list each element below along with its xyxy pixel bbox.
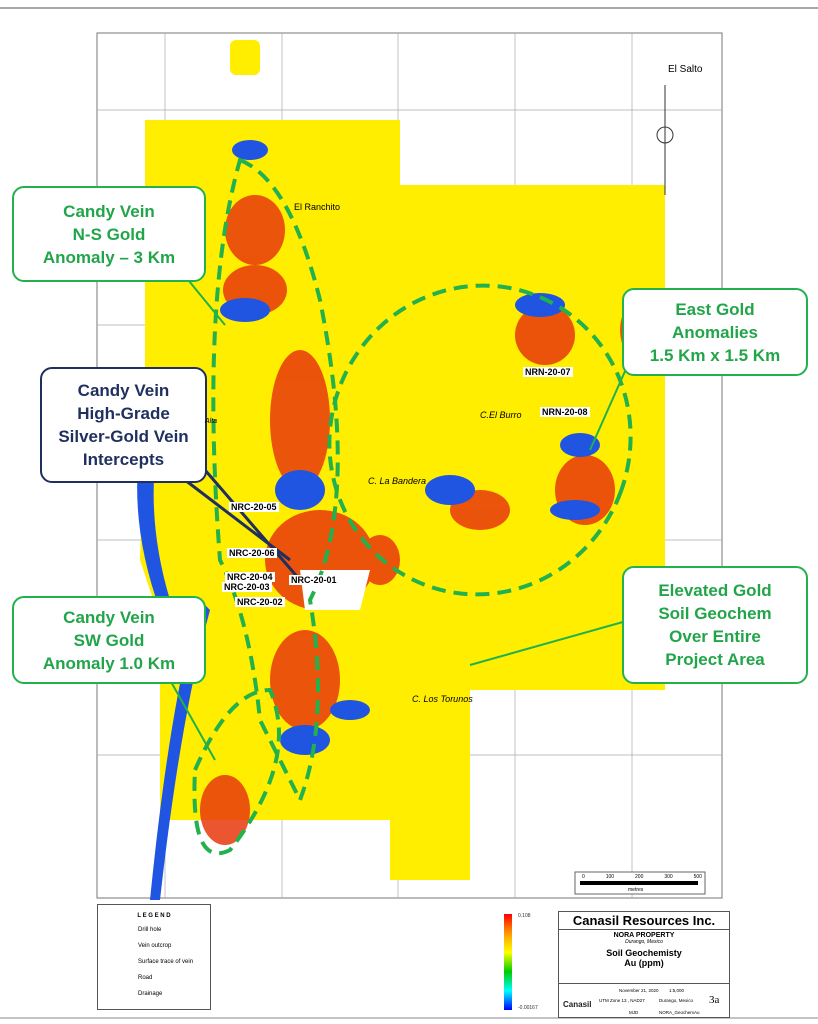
callout-line: N-S Gold [72,224,146,244]
drillhole-label: NRC-20-06 [227,548,277,558]
tb-file: NORA_GeochemAu [659,1010,700,1015]
scale-bar [574,871,706,895]
tb-scale: 1:5,000 [669,988,685,993]
company-name: Canasil Resources Inc. [559,912,729,930]
callout-ns-gold-anomaly: Candy Vein N-S Gold Anomaly – 3 Km [12,186,206,282]
legend-title: L E G E N D [137,913,171,919]
colorbar-min: -0.00167 [518,1005,538,1011]
tb-date: November 21, 2020 [619,988,659,993]
callout-line: Anomaly – 3 Km [42,247,176,267]
title-block: Canasil Resources Inc. NORA PROPERTY Dur… [558,911,730,1018]
callout-line: Silver-Gold Vein [58,427,189,446]
scale-tick: 500 [693,874,702,880]
property-name: NORA PROPERTY [613,932,675,939]
callout-line: Project Area [665,650,765,669]
legend-road: Road [138,975,153,981]
place-la-bandera: C. La Bandera [368,476,427,486]
callout-line: Anomaly 1.0 Km [42,653,176,673]
canasil-logo: Canasil [563,1000,592,1009]
callout-east-gold-anomalies: East Gold Anomalies 1.5 Km x 1.5 Km [622,288,808,376]
callout-leaders [169,269,631,761]
drillhole-label: NRC-20-03 [222,582,272,592]
scale-tick: 0 [582,874,585,880]
scale-ticks: 0 100 200 300 500 [582,874,702,880]
tb-figure: 3a [709,994,720,1006]
anomaly-outlines [192,157,633,856]
colorbar-max: 0.108 [518,913,531,919]
callout-line: Candy Vein [63,201,155,221]
drillhole-label: NRC-20-02 [235,597,285,607]
drillhole-label: NRN-20-08 [540,407,590,417]
drillhole-label: NRC-20-05 [229,502,279,512]
place-alta: Alta [205,418,218,425]
property-location: Durango, Mexico [625,939,663,945]
tb-projection: UTM Zone 13 , NAD27 [599,998,645,1003]
drillhole-label: NRC-20-04 [225,572,275,582]
scale-tick: 100 [605,874,615,880]
place-el-ranchito: El Ranchito [294,202,341,212]
callout-line: Soil Geochem [658,604,772,623]
callout-line: Elevated Gold [658,581,772,600]
legend: L E G E N D Drill hole Vein outcrop Surf… [97,904,211,1010]
map-subtitle: Au (ppm) [624,958,664,968]
place-el-salto: El Salto [668,64,703,75]
callout-line: East Gold [675,299,755,319]
drillhole-label: NRC-20-01 [289,575,339,585]
callout-line: Intercepts [82,450,165,469]
legend-drill-hole: Drill hole [138,927,162,933]
legend-drainage: Drainage [138,991,163,997]
tb-author: MJD [629,1010,639,1015]
north-arrow [656,85,674,195]
map-title: Soil Geochemisty [606,948,682,958]
drillhole-label: NRN-20-07 [523,367,573,377]
callout-line: Candy Vein [63,607,155,627]
callout-line: Candy Vein [77,381,170,400]
callout-line: SW Gold [73,630,145,650]
callout-line: High-Grade [77,404,170,423]
callout-line: Over Entire [669,627,761,646]
legend-vein-outcrop: Vein outcrop [138,943,172,949]
scale-unit: metres [628,887,644,893]
callout-elevated-gold: Elevated Gold Soil Geochem Over Entire Proj… [622,566,808,684]
place-el-burro: C.El Burro [480,410,522,420]
callout-line: Anomalies [672,322,758,342]
tb-state: Durango, Mexico [659,998,694,1003]
place-los-torunos: C. Los Torunos [412,694,473,704]
scale-tick: 300 [664,874,673,880]
legend-surface-trace: Surface trace of vein [138,959,194,965]
callout-high-grade-intercepts: Candy Vein High-Grade Silver-Gold Vein Inte… [40,367,207,483]
scale-tick: 200 [635,874,644,880]
colorbar [504,914,512,1010]
callout-line: 1.5 Km x 1.5 Km [649,345,781,365]
callout-sw-gold-anomaly: Candy Vein SW Gold Anomaly 1.0 Km [12,596,206,684]
